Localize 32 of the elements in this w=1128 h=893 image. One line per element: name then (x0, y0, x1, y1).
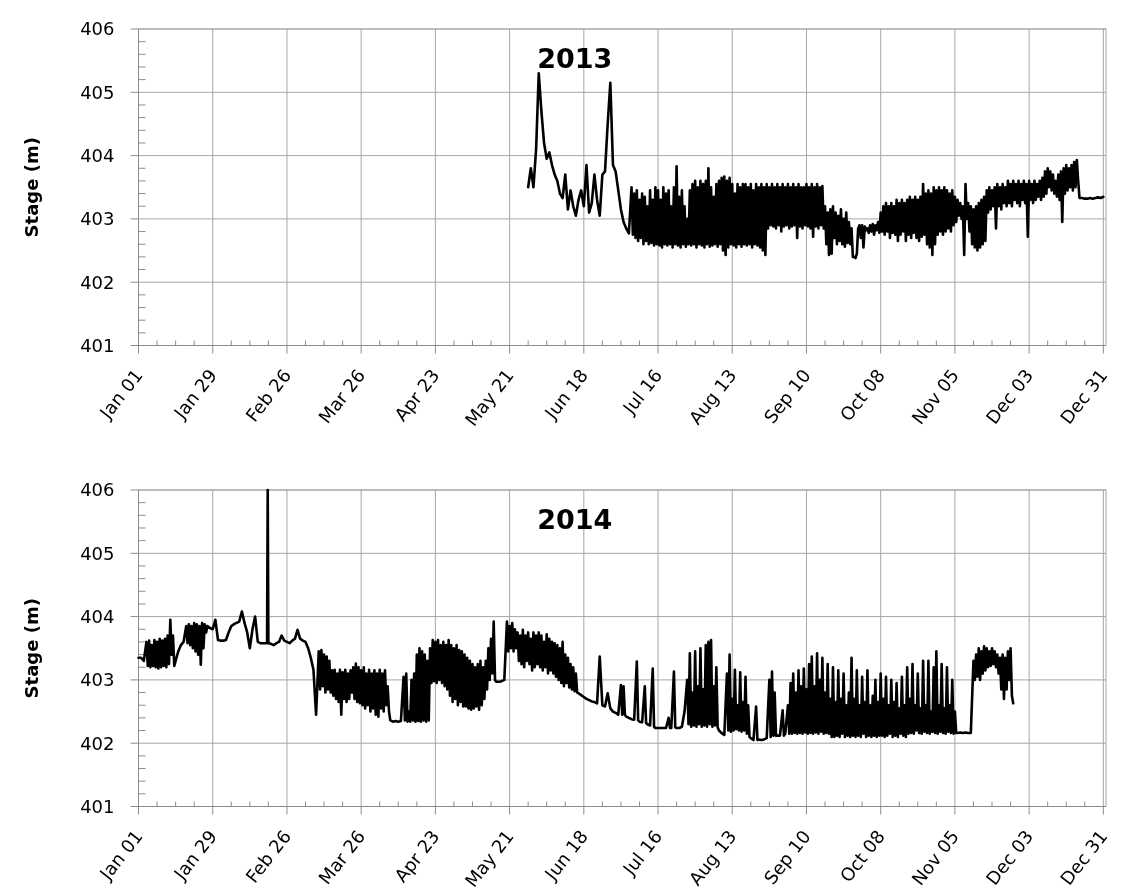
y-tick-label: 406 (80, 479, 115, 501)
x-tick-label: Sep 10 (759, 365, 815, 428)
y-tick-label: 403 (80, 669, 115, 691)
y-tick-label: 405 (80, 81, 115, 103)
x-tick-label: Feb 26 (241, 365, 296, 426)
y-tick-label: 404 (80, 145, 115, 167)
x-tick-label: Sep 10 (759, 826, 815, 889)
line-series (526, 72, 1105, 260)
x-tick-label: Jan 29 (169, 365, 221, 424)
y-tick-label: 404 (80, 606, 115, 628)
x-tick-label: Oct 08 (835, 826, 889, 887)
y-tick-label: 401 (80, 795, 115, 817)
y-axis-title: Stage (m) (21, 137, 42, 238)
x-tick-label: Jul 16 (618, 826, 667, 880)
x-tick-label: Feb 26 (241, 826, 296, 887)
x-tick-label: Jan 01 (94, 365, 147, 424)
x-tick-label: Jan 01 (94, 826, 147, 885)
x-tick-label: Jan 29 (169, 826, 221, 885)
text: 2013 (537, 43, 613, 74)
line-series (137, 488, 1015, 742)
y-axis-title: Stage (m) (21, 598, 42, 699)
text: 2014 (537, 504, 613, 535)
y-tick-label: 402 (80, 271, 115, 293)
x-tick-label: Jun 18 (539, 365, 592, 424)
x-tick-label: Oct 08 (835, 365, 889, 426)
y-tick-label: 402 (80, 732, 115, 754)
x-tick-label: Jul 16 (618, 365, 667, 419)
y-tick-label: 401 (80, 334, 115, 356)
y-tick-label: 406 (80, 18, 115, 40)
y-tick-label: 405 (80, 542, 115, 564)
y-tick-label: 403 (80, 208, 115, 230)
x-tick-label: Jun 18 (539, 826, 592, 885)
